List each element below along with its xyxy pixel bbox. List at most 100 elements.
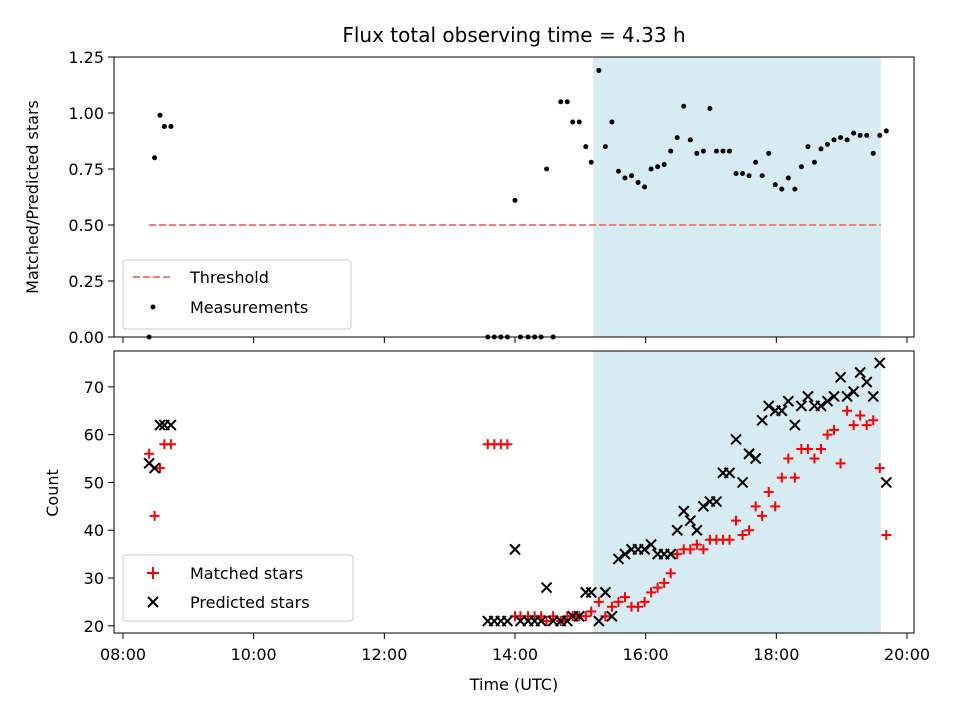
y-tick-label-1-3: 50: [84, 473, 104, 492]
matched-stars-point-52: [789, 472, 800, 483]
predicted-stars-point-37: [691, 524, 703, 536]
matched-stars-point-13: [536, 611, 547, 622]
measurements-point-4: [168, 123, 174, 129]
legend-threshold-label: Threshold: [189, 268, 269, 287]
matched-stars-point-33: [665, 568, 676, 579]
predicted-stars-point-25: [612, 553, 625, 565]
top-plot-frame: [113, 56, 915, 338]
predicted-stars-point-36: [684, 514, 697, 527]
top-series-group: [146, 67, 889, 340]
matched-stars-point-25: [613, 596, 624, 607]
measurements-point-49: [772, 182, 778, 188]
bottom-panel: 20 30 40 50 60 70 08:00 10:00 12:00 14:00 16:00 18:…: [43, 350, 930, 694]
predicted-stars-point-13: [535, 615, 547, 627]
measurements-point-65: [877, 132, 883, 138]
predicted-stars-point-58: [828, 390, 840, 403]
matched-stars-point-50: [776, 472, 787, 483]
measurements-point-31: [655, 164, 661, 170]
measurements-point-33: [668, 148, 674, 154]
matched-stars-point-34: [672, 549, 683, 560]
predicted-stars-point-65: [874, 357, 886, 369]
predicted-stars-point-50: [776, 405, 788, 417]
measurements-point-53: [798, 164, 804, 170]
predicted-stars-point-54: [802, 390, 814, 403]
predicted-stars-point-48: [763, 400, 775, 412]
predicted-stars-point-14: [540, 581, 553, 594]
top-legend-box: [122, 259, 352, 330]
predicted-stars-point-35: [678, 505, 690, 517]
matched-stars-point-63: [861, 420, 872, 431]
measurements-point-21: [588, 159, 594, 165]
measurements-point-55: [811, 159, 817, 165]
x-axis-label: Time (UTC): [469, 675, 558, 694]
predicted-stars-point-42: [723, 467, 736, 479]
matched-stars-point-54: [802, 443, 813, 454]
predicted-stars-point-33: [665, 548, 677, 560]
predicted-stars-point-45: [743, 448, 755, 460]
predicted-stars-point-63: [861, 376, 873, 388]
y-tick-label-0-3: 0.75: [68, 160, 104, 179]
predicted-stars-point-66: [880, 476, 893, 489]
matched-stars-point-28: [633, 601, 644, 612]
measurements-point-47: [759, 173, 765, 179]
measurements-point-54: [805, 144, 811, 150]
measurements-point-60: [844, 137, 850, 143]
legend-matched-label: Matched stars: [190, 564, 303, 583]
predicted-stars-point-52: [789, 419, 801, 431]
measurements-point-9: [512, 197, 518, 203]
predicted-stars-point-4: [165, 419, 177, 431]
measurements-point-30: [648, 166, 654, 172]
y-tick-label-0-0: 0.00: [68, 328, 104, 347]
measurements-point-22: [596, 67, 602, 73]
predicted-stars-point-60: [841, 390, 853, 403]
y-tick-label-1-1: 30: [84, 569, 104, 588]
matched-stars-point-51: [783, 453, 794, 464]
matched-stars-point-58: [829, 424, 840, 435]
predicted-stars-point-21: [585, 586, 597, 599]
matched-stars-point-2: [155, 463, 166, 474]
predicted-stars-point-61: [847, 385, 860, 398]
measurements-point-48: [766, 150, 772, 156]
x-tick-label-0: 08:00: [100, 645, 146, 664]
measurements-point-43: [733, 170, 739, 176]
matched-stars-point-44: [737, 530, 748, 541]
matched-stars-point-1: [149, 510, 160, 521]
predicted-stars-point-30: [645, 538, 657, 551]
bottom-y-axis-label: Count: [43, 469, 62, 517]
matched-stars-point-64: [868, 415, 879, 426]
top-shaded-span: [593, 57, 881, 337]
predicted-stars-point-59: [834, 371, 847, 383]
y-tick-label-1-0: 20: [84, 617, 104, 636]
predicted-stars-point-1: [148, 462, 161, 474]
predicted-stars-point-44: [736, 476, 749, 489]
y-tick-label-0-1: 0.25: [68, 272, 104, 291]
matched-stars-point-55: [809, 453, 820, 464]
matched-stars-point-43: [731, 515, 742, 526]
y-tick-label-0-2: 0.50: [68, 216, 104, 235]
matched-stars-point-42: [724, 534, 735, 545]
measurements-point-42: [727, 148, 733, 154]
measurements-point-63: [864, 132, 870, 138]
legend-matched-marker: [147, 567, 159, 579]
predicted-stars-point-43: [730, 433, 742, 446]
y-tick-label-0-4: 1.00: [68, 104, 104, 123]
y-tick-label-1-2: 40: [84, 521, 104, 540]
matched-stars-point-66: [881, 530, 892, 541]
predicted-stars-point-56: [815, 400, 827, 412]
measurements-point-14: [544, 166, 550, 172]
predicted-stars-point-19: [573, 610, 585, 622]
measurements-point-51: [785, 175, 791, 181]
predicted-stars-point-22: [593, 615, 605, 627]
matched-stars-point-14: [541, 616, 552, 627]
chart-title: Flux total observing time = 4.33 h: [342, 23, 685, 47]
matched-stars-point-38: [698, 544, 709, 555]
matched-stars-point-32: [659, 577, 670, 588]
predicted-stars-point-62: [854, 366, 866, 379]
predicted-stars-point-23: [599, 586, 612, 599]
matched-stars-point-23: [600, 611, 611, 622]
measurements-point-64: [870, 150, 876, 156]
matched-stars-point-29: [639, 596, 650, 607]
matched-stars-point-36: [685, 544, 696, 555]
x-tick-label-4: 16:00: [623, 645, 669, 664]
measurements-point-23: [602, 144, 608, 150]
